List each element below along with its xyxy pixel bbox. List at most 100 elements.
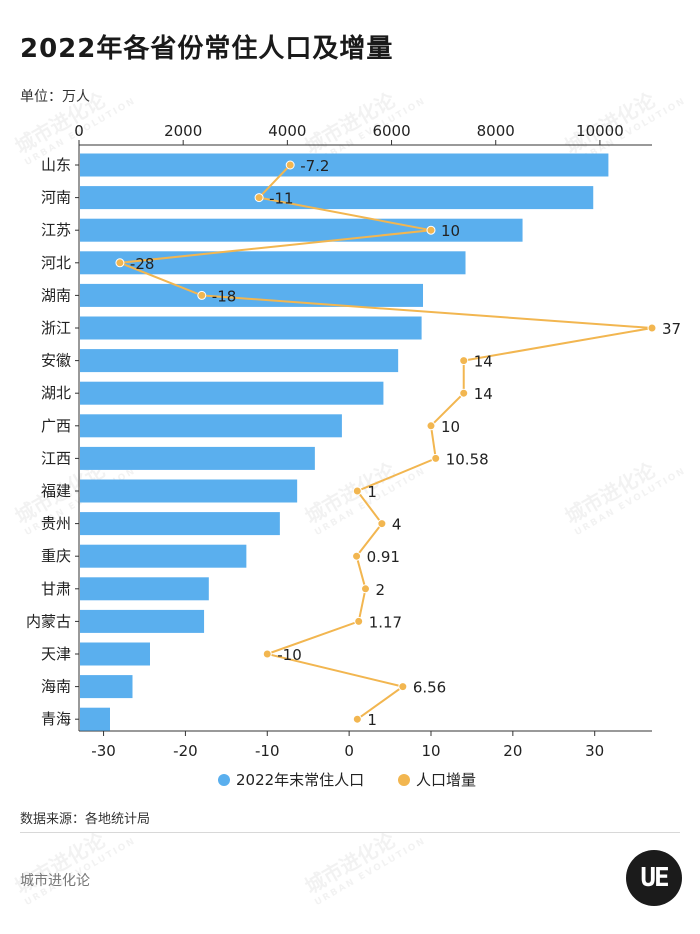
- unit-label: 单位：万人: [20, 89, 90, 105]
- top-axis-tick-label: 8000: [477, 122, 515, 140]
- increment-data-label: 1: [367, 483, 377, 501]
- increment-point: [459, 388, 469, 398]
- increment-data-label: -18: [212, 287, 237, 305]
- top-axis-tick-label: 0: [74, 122, 84, 140]
- increment-data-label: 1: [367, 711, 377, 729]
- category-label: 内蒙古: [26, 612, 71, 630]
- increment-point: [361, 584, 370, 594]
- bar: [80, 544, 247, 568]
- bottom-axis-tick-label: 10: [421, 742, 440, 760]
- top-axis-tick-label: 6000: [372, 122, 410, 140]
- increment-point: [115, 258, 125, 268]
- increment-data-label: 4: [392, 516, 402, 534]
- increment-data-label: -7.2: [300, 157, 329, 175]
- bottom-axis-tick-label: 20: [503, 742, 522, 760]
- increment-data-label: -10: [277, 646, 302, 664]
- category-label: 山东: [41, 156, 71, 174]
- increment-data-label: 14: [474, 353, 493, 371]
- increment-point: [285, 160, 295, 170]
- category-label: 湖北: [41, 384, 71, 402]
- category-label: 重庆: [41, 547, 71, 565]
- increment-point: [352, 486, 362, 496]
- increment-point: [426, 421, 436, 431]
- increment-line: [119, 164, 653, 721]
- legend-label: 2022年末常住人口: [236, 771, 364, 789]
- increment-point: [352, 551, 362, 561]
- category-label: 福建: [41, 482, 71, 500]
- bar: [80, 707, 110, 731]
- combo-chart: 0 2000 4000 6000 8000 10000 -30 -20 -10 0 10 20 30 …: [26, 122, 681, 789]
- bar: [80, 577, 209, 601]
- category-label: 贵州: [41, 515, 71, 533]
- category-label: 江苏: [41, 221, 71, 239]
- increment-data-label: 2: [376, 581, 386, 599]
- data-source: 数据来源：各地统计局: [20, 812, 151, 827]
- increment-data-label: 1.17: [369, 613, 402, 631]
- bottom-axis: -30 -20 -10 0 10 20 30: [79, 730, 652, 760]
- increment-point: [426, 225, 436, 235]
- bar: [80, 186, 594, 210]
- increment-data-label: 0.91: [367, 548, 400, 566]
- increment-point: [431, 453, 441, 463]
- bar: [80, 512, 280, 536]
- brand-name: 城市进化论: [20, 873, 90, 889]
- increment-point: [398, 682, 408, 692]
- increment-point: [262, 649, 272, 659]
- increment-data-label: 14: [474, 385, 493, 403]
- bottom-axis-tick-label: -30: [91, 742, 116, 760]
- brand-logo: UE: [626, 850, 682, 906]
- category-label: 甘肃: [41, 580, 71, 598]
- bottom-axis-tick-label: -20: [173, 742, 198, 760]
- bottom-axis-tick-label: 0: [344, 742, 354, 760]
- bottom-axis-tick-label: 30: [585, 742, 604, 760]
- top-axis-tick-label: 10000: [576, 122, 624, 140]
- top-axis: 0 2000 4000 6000 8000 10000: [74, 122, 652, 731]
- legend: 2022年末常住人口 人口增量: [218, 771, 476, 789]
- increment-data-label: 6.56: [413, 679, 446, 697]
- legend-marker: [398, 774, 410, 786]
- increment-point: [197, 290, 207, 300]
- bar: [80, 283, 424, 307]
- bar: [80, 414, 342, 438]
- category-label: 浙江: [41, 319, 71, 337]
- category-label: 青海: [41, 710, 71, 728]
- bar: [80, 349, 399, 373]
- category-label: 湖南: [41, 286, 71, 304]
- footer-divider: [20, 832, 680, 833]
- bar-series: [80, 153, 609, 731]
- increment-point: [254, 193, 264, 203]
- category-label: 安徽: [41, 352, 71, 370]
- bottom-axis-tick-label: -10: [255, 742, 280, 760]
- increment-point: [377, 519, 387, 529]
- legend-marker: [218, 774, 230, 786]
- bar: [80, 218, 523, 242]
- increment-data-label: -11: [269, 190, 294, 208]
- bar: [80, 381, 384, 405]
- bar: [80, 446, 315, 470]
- increment-data-label: 10: [441, 418, 460, 436]
- increment-point: [354, 616, 364, 626]
- category-label: 海南: [41, 678, 71, 696]
- bar: [80, 316, 422, 340]
- increment-point: [459, 356, 469, 366]
- legend-label: 人口增量: [416, 771, 476, 789]
- increment-point: [647, 323, 657, 333]
- increment-data-label: 37: [662, 320, 681, 338]
- category-label: 河南: [41, 189, 71, 207]
- chart-title: 2022年各省份常住人口及增量: [20, 34, 394, 64]
- increment-data-label: -28: [130, 255, 155, 273]
- bar: [80, 675, 133, 699]
- line-series: -7.2-1110-28-183714141010.58140.9121.17-…: [115, 157, 681, 729]
- bar: [80, 642, 150, 666]
- bar: [80, 153, 609, 177]
- increment-data-label: 10.58: [446, 450, 489, 468]
- increment-data-label: 10: [441, 222, 460, 240]
- top-axis-tick-label: 2000: [164, 122, 202, 140]
- category-label: 河北: [41, 254, 71, 272]
- top-axis-tick-label: 4000: [268, 122, 306, 140]
- increment-point: [352, 714, 362, 724]
- category-label: 广西: [41, 417, 71, 435]
- category-label: 江西: [41, 449, 71, 467]
- bar: [80, 609, 205, 633]
